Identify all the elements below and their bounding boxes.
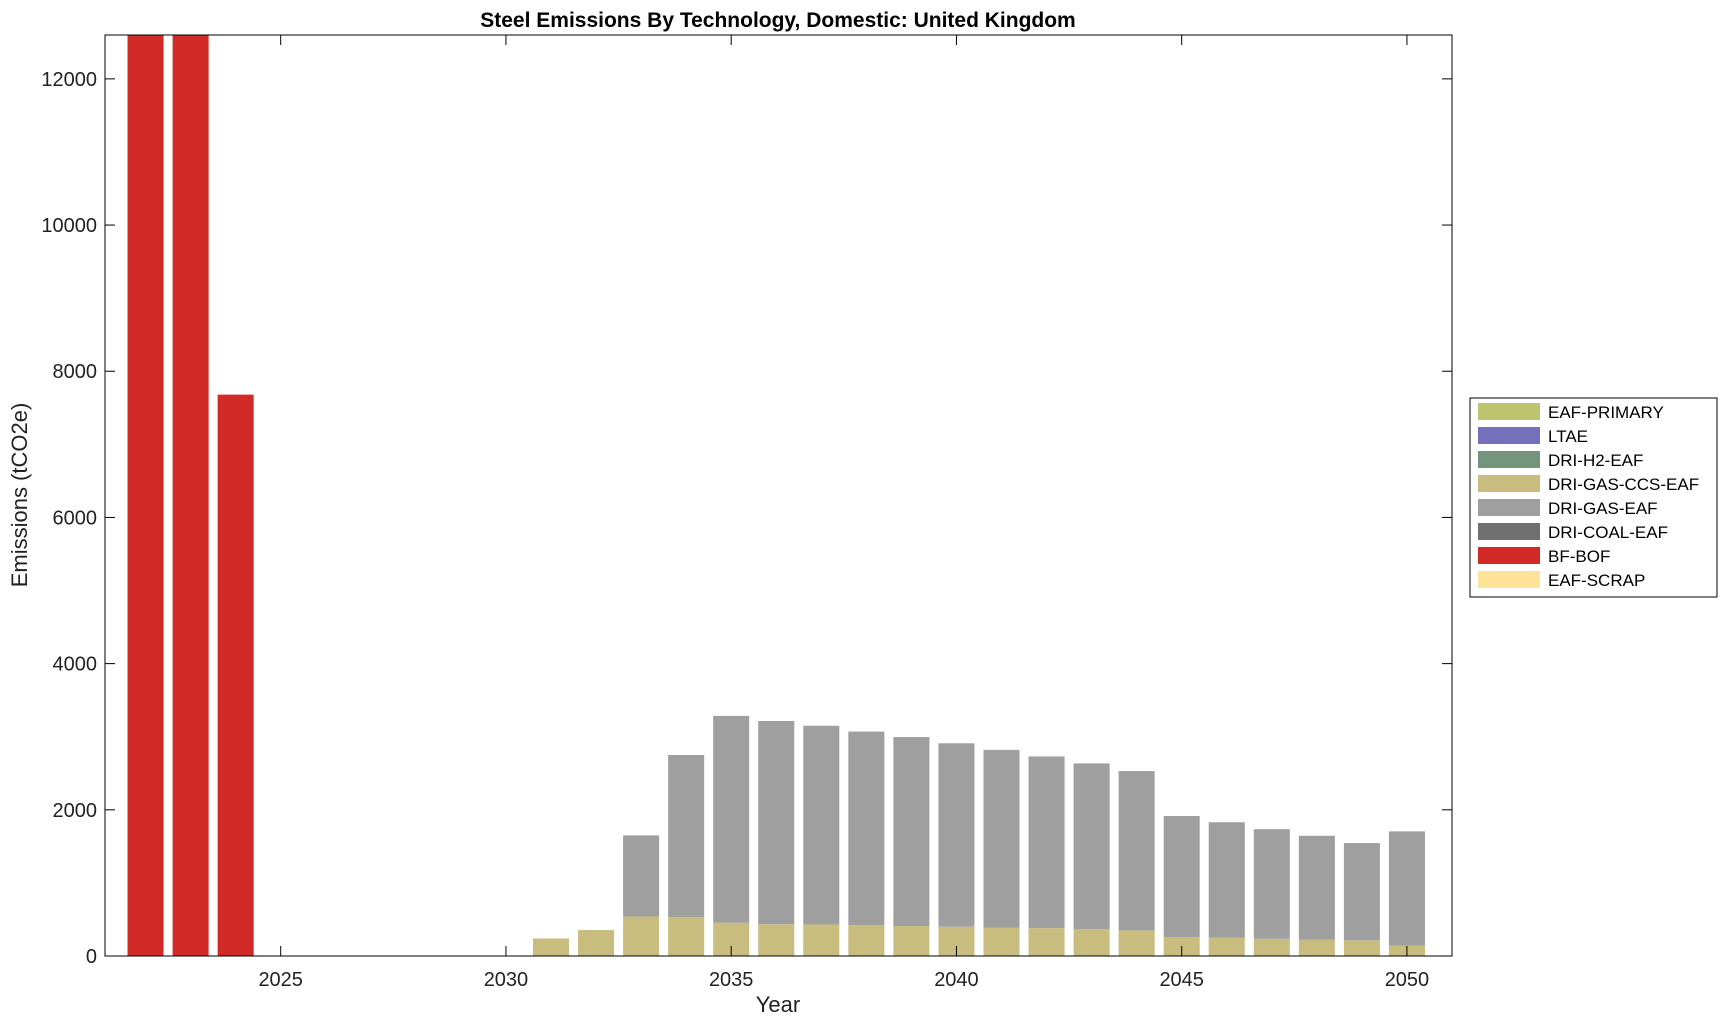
chart-title: Steel Emissions By Technology, Domestic:…	[480, 9, 1075, 32]
bar-dri-gas-eaf-2035	[713, 715, 750, 923]
legend-label-dri-h2-eaf: DRI-H2-EAF	[1548, 451, 1643, 470]
y-tick-label-2000: 2000	[53, 800, 98, 822]
y-tick-label-12000: 12000	[41, 69, 97, 91]
legend-label-eaf-scrap: EAF-SCRAP	[1548, 571, 1645, 590]
bar-dri-gas-eaf-2050	[1388, 831, 1425, 946]
bar-bf-bof-2024	[217, 394, 254, 956]
x-tick-label-2025: 2025	[258, 969, 303, 991]
bar-dri-gas-eaf-2039	[893, 737, 930, 927]
x-axis-label: Year	[756, 992, 800, 1017]
legend-swatch-bf-bof	[1478, 547, 1540, 564]
y-axis-label: Emissions (tCO2e)	[7, 403, 32, 588]
bar-bf-bof-2023	[172, 35, 209, 956]
legend-swatch-eaf-scrap	[1478, 571, 1540, 588]
bar-dri-gas-eaf-2043	[1073, 763, 1110, 930]
y-tick-label-6000: 6000	[53, 507, 98, 529]
y-tick-label-0: 0	[86, 946, 97, 968]
bar-dri-gas-ccs-eaf-2031	[532, 938, 570, 956]
bar-bf-bof-2022	[127, 35, 164, 956]
legend: EAF-PRIMARY LTAE DRI-H2-EAF DRI-GAS-CCS-EAF…	[1469, 397, 1718, 598]
x-tick-label-2035: 2035	[709, 969, 754, 991]
legend-swatch-dri-gas-ccs-eaf	[1478, 475, 1540, 492]
bar-dri-gas-ccs-eaf-2038	[848, 925, 885, 956]
legend-swatch-eaf-primary	[1478, 403, 1540, 420]
bar-dri-gas-ccs-eaf-2042	[1028, 928, 1065, 956]
bars-layer	[127, 35, 1425, 956]
bar-dri-gas-ccs-eaf-2048	[1298, 939, 1335, 956]
bar-dri-gas-ccs-eaf-2047	[1253, 938, 1290, 956]
legend-label-dri-coal-eaf: DRI-COAL-EAF	[1548, 523, 1668, 542]
legend-label-bf-bof: BF-BOF	[1548, 547, 1610, 566]
bar-dri-gas-eaf-2037	[803, 725, 840, 925]
bar-dri-gas-eaf-2042	[1028, 756, 1065, 929]
x-tick-label-2045: 2045	[1159, 969, 1204, 991]
legend-label-dri-gas-ccs-eaf: DRI-GAS-CCS-EAF	[1548, 475, 1699, 494]
y-tick-label-10000: 10000	[41, 215, 97, 237]
x-tick-label-2040: 2040	[934, 969, 979, 991]
bar-dri-gas-ccs-eaf-2043	[1073, 929, 1110, 956]
axis-ticks: 2025 2030 2035 2040 2045 2050 0 2000 4000 6000 800…	[41, 35, 1452, 991]
bar-dri-gas-eaf-2038	[848, 731, 885, 926]
bar-dri-gas-ccs-eaf-2032	[578, 930, 615, 956]
bar-dri-gas-ccs-eaf-2049	[1343, 940, 1380, 956]
y-tick-label-4000: 4000	[53, 654, 98, 676]
bar-dri-gas-eaf-2048	[1298, 835, 1335, 940]
bar-dri-gas-eaf-2036	[758, 721, 795, 925]
legend-swatch-ltae	[1478, 427, 1540, 444]
bar-dri-gas-eaf-2049	[1343, 843, 1380, 941]
x-tick-label-2050: 2050	[1385, 969, 1430, 991]
legend-swatch-dri-h2-eaf	[1478, 451, 1540, 468]
bar-dri-gas-eaf-2041	[983, 749, 1020, 928]
bar-dri-gas-eaf-2045	[1163, 816, 1200, 937]
legend-label-eaf-primary: EAF-PRIMARY	[1548, 403, 1664, 422]
bar-dri-gas-eaf-2046	[1208, 822, 1245, 938]
bar-dri-gas-ccs-eaf-2046	[1208, 937, 1245, 956]
bar-dri-gas-eaf-2044	[1118, 771, 1155, 931]
legend-swatch-dri-gas-eaf	[1478, 499, 1540, 516]
bar-dri-gas-ccs-eaf-2037	[803, 924, 840, 956]
bar-dri-gas-ccs-eaf-2034	[668, 917, 705, 956]
bar-dri-gas-eaf-2040	[938, 743, 975, 927]
legend-swatch-dri-coal-eaf	[1478, 523, 1540, 540]
legend-label-ltae: LTAE	[1548, 427, 1588, 446]
bar-dri-gas-eaf-2034	[668, 754, 705, 918]
legend-label-dri-gas-eaf: DRI-GAS-EAF	[1548, 499, 1658, 518]
bar-dri-gas-ccs-eaf-2044	[1118, 930, 1155, 956]
bar-dri-gas-eaf-2033	[623, 835, 660, 917]
bar-dri-gas-ccs-eaf-2033	[623, 916, 660, 956]
bar-dri-gas-ccs-eaf-2041	[983, 927, 1020, 956]
x-tick-label-2030: 2030	[484, 969, 529, 991]
legend-items: EAF-PRIMARY LTAE DRI-H2-EAF DRI-GAS-CCS-EAF…	[1478, 403, 1699, 590]
bar-dri-gas-ccs-eaf-2036	[758, 924, 795, 956]
bar-dri-gas-eaf-2047	[1253, 829, 1290, 939]
bar-dri-gas-ccs-eaf-2039	[893, 926, 930, 956]
plot-area-frame	[104, 34, 1453, 957]
y-tick-label-8000: 8000	[53, 361, 98, 383]
